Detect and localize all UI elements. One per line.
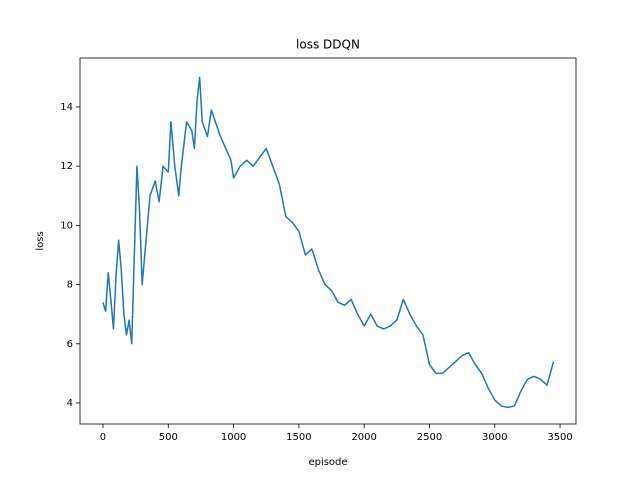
y-tick-label: 12 (60, 161, 73, 172)
plot-frame (79, 57, 577, 425)
x-axis-label: episode (308, 457, 347, 468)
x-tick-label: 0 (100, 432, 106, 443)
y-tick-label: 14 (60, 102, 73, 113)
y-tick-label: 10 (60, 220, 73, 231)
x-tick-label: 1500 (286, 432, 311, 443)
x-tick-label: 2000 (351, 432, 376, 443)
y-tick-label: 4 (67, 398, 73, 409)
x-tick-label: 2500 (417, 432, 442, 443)
line (102, 76, 555, 409)
x-tick-label: 1000 (221, 432, 246, 443)
chart-title: loss DDQN (296, 38, 360, 52)
y-tick-label: 6 (67, 339, 73, 350)
y-tick-label: 8 (67, 280, 73, 291)
y-axis-label: loss (35, 231, 46, 250)
x-tick-label: 3500 (547, 432, 572, 443)
x-tick-label: 3000 (482, 432, 507, 443)
x-tick-label: 500 (159, 432, 178, 443)
